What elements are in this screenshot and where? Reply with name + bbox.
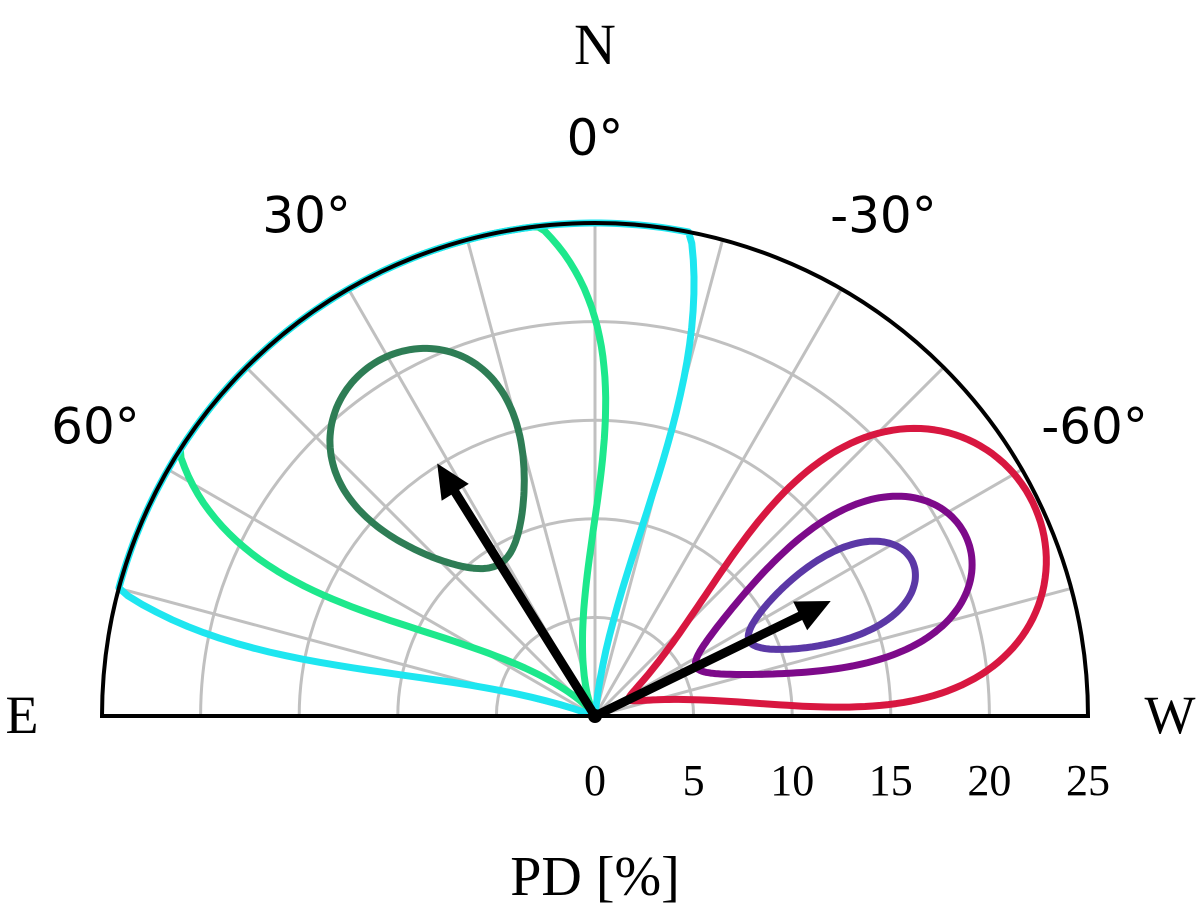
label-layer: N E W PD [%] 0 5 10 15 20 25 0° 30° -30° 60° -60° xyxy=(6,12,1196,908)
grid-spoke xyxy=(593,288,843,717)
west-label: W xyxy=(1145,685,1196,745)
r-tick-label: 15 xyxy=(869,756,913,805)
vector-1-head xyxy=(437,463,469,501)
angle-tick-label: 60° xyxy=(51,398,140,456)
angle-tick-label: -60° xyxy=(1041,398,1148,456)
grid-spoke xyxy=(594,586,1072,718)
contour-2 xyxy=(176,222,610,718)
angle-tick-label: 0° xyxy=(567,109,624,167)
grid-spoke xyxy=(593,366,945,718)
r-tick-label: 0 xyxy=(584,756,606,805)
grid-spoke xyxy=(167,468,596,718)
contour-layer xyxy=(115,219,1050,720)
grid-spoke xyxy=(594,468,1023,718)
vector-2-shaft xyxy=(590,611,805,721)
polar-frame xyxy=(99,221,1091,718)
r-tick-label: 5 xyxy=(683,756,705,805)
x-axis-label: PD [%] xyxy=(510,846,680,908)
angle-tick-label: -30° xyxy=(830,186,937,244)
grid-layer xyxy=(118,223,1072,718)
east-label: E xyxy=(6,685,39,745)
vector-layer xyxy=(437,463,831,723)
angle-tick-label: 30° xyxy=(262,186,351,244)
origin-dot xyxy=(588,709,602,723)
grid-spoke xyxy=(245,366,597,718)
r-tick-label: 20 xyxy=(967,756,1011,805)
contour-3 xyxy=(115,219,698,720)
vector-2-head xyxy=(793,601,831,631)
r-tick-label: 25 xyxy=(1066,756,1110,805)
north-label: N xyxy=(574,12,616,77)
grid-spoke xyxy=(465,239,597,717)
frame-layer xyxy=(99,221,1091,718)
vector-1-shaft xyxy=(450,487,600,721)
r-tick-label: 10 xyxy=(770,756,814,805)
